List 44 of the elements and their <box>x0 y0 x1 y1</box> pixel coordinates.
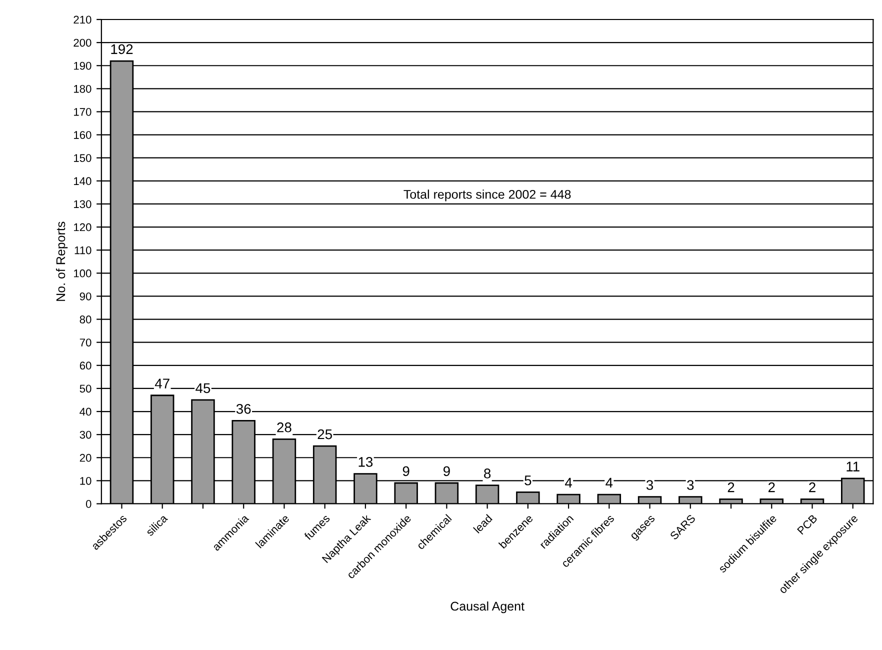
y-tick-label: 20 <box>80 454 92 462</box>
y-tick-label: 50 <box>80 384 92 393</box>
y-tick-label: 120 <box>74 223 92 232</box>
x-axis-title: Causal Agent <box>450 601 524 614</box>
y-axis-title: No. of Reports <box>56 222 68 301</box>
y-tick-label: 30 <box>80 430 92 439</box>
y-tick-label: 80 <box>80 316 92 324</box>
data-label: 4 <box>606 478 613 488</box>
y-tick-label: 160 <box>74 131 92 139</box>
annotation: Total reports since 2002 = 448 <box>404 190 571 202</box>
y-tick-label: 0 <box>86 500 92 508</box>
data-label: 8 <box>484 468 491 478</box>
data-label: 3 <box>687 480 694 490</box>
y-tick-label: 110 <box>74 246 92 254</box>
data-label: 9 <box>443 466 450 476</box>
data-label: 2 <box>728 482 734 492</box>
y-tick-label: 170 <box>74 108 92 116</box>
data-label: 4 <box>565 478 572 488</box>
data-label: 2 <box>768 482 775 492</box>
data-label: 11 <box>846 462 860 472</box>
data-label: 5 <box>524 476 532 486</box>
data-label: 47 <box>154 378 170 388</box>
data-label: 45 <box>196 383 210 394</box>
y-tick-label: 40 <box>80 408 92 416</box>
data-label: 3 <box>646 480 654 490</box>
data-label: 13 <box>358 457 373 467</box>
y-tick-label: 200 <box>74 38 92 47</box>
data-label: 9 <box>402 466 410 476</box>
data-label: 2 <box>809 482 816 492</box>
y-tick-label: 190 <box>74 62 92 70</box>
data-label: 36 <box>236 404 251 414</box>
y-tick-label: 90 <box>80 292 92 300</box>
y-tick-label: 60 <box>80 362 92 370</box>
y-tick-label: 210 <box>74 16 92 24</box>
y-tick-label: 150 <box>74 154 92 162</box>
y-tick-label: 180 <box>74 84 92 93</box>
y-tick-label: 100 <box>74 269 92 278</box>
y-tick-label: 130 <box>74 200 92 208</box>
data-label: 28 <box>277 422 292 432</box>
y-tick-label: 70 <box>80 338 92 346</box>
data-label: 25 <box>318 429 332 440</box>
data-label: 192 <box>111 44 133 54</box>
y-tick-label: 140 <box>74 177 92 186</box>
y-tick-label: 10 <box>80 476 92 485</box>
